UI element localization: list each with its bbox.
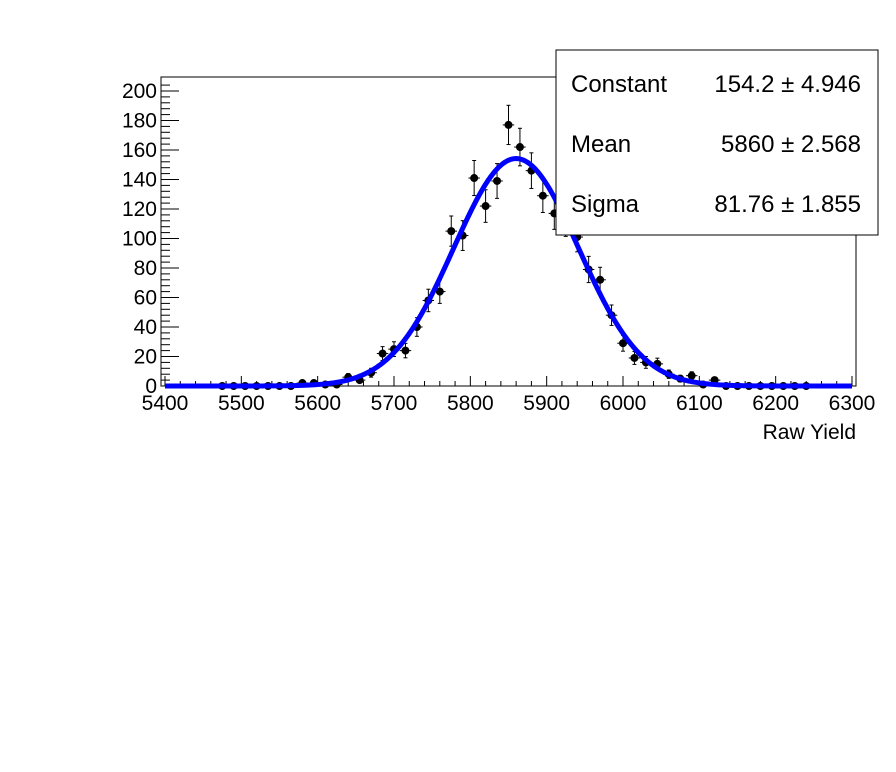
y-tick-label: 80 xyxy=(134,257,157,280)
y-tick-label: 200 xyxy=(122,80,157,103)
data-point xyxy=(479,189,492,223)
y-tick-label: 120 xyxy=(122,198,157,221)
x-tick-label: 6100 xyxy=(676,392,723,415)
y-tick-label: 140 xyxy=(122,169,157,192)
stats-label-constant: Constant xyxy=(571,71,667,98)
data-marker xyxy=(401,346,410,355)
stats-value-constant: 154.2 ± 4.946 xyxy=(714,71,861,98)
stats-box: Constant 154.2 ± 4.946 Mean 5860 ± 2.568… xyxy=(555,49,879,236)
y-tick-label: 60 xyxy=(134,287,157,310)
y-tick-label: 160 xyxy=(122,139,157,162)
data-marker xyxy=(619,339,627,348)
x-tick-label: 6300 xyxy=(829,392,876,415)
y-tick-label: 180 xyxy=(122,110,157,133)
data-marker xyxy=(378,349,387,358)
y-tick-label: 100 xyxy=(122,228,157,251)
data-point xyxy=(685,371,698,381)
data-marker xyxy=(504,120,513,129)
stats-label-mean: Mean xyxy=(571,131,631,158)
data-marker xyxy=(470,174,479,183)
data-marker xyxy=(515,143,524,152)
stats-label-sigma: Sigma xyxy=(571,191,640,218)
data-point xyxy=(594,266,606,293)
data-marker xyxy=(687,371,696,380)
data-marker xyxy=(493,176,502,185)
data-point xyxy=(502,104,515,146)
x-tick-label: 5600 xyxy=(294,392,341,415)
x-tick-label: 6000 xyxy=(600,392,647,415)
stats-value-mean: 5860 ± 2.568 xyxy=(721,131,861,158)
data-point xyxy=(445,215,457,247)
stats-value-sigma: 81.76 ± 1.855 xyxy=(714,191,861,218)
x-tick-label: 5700 xyxy=(371,392,418,415)
y-tick-label: 0 xyxy=(145,375,157,398)
data-point xyxy=(468,160,480,197)
x-tick-label: 5800 xyxy=(447,392,494,415)
data-marker xyxy=(435,287,444,296)
data-marker xyxy=(481,202,490,211)
data-marker xyxy=(538,191,547,200)
data-marker xyxy=(596,275,605,284)
data-marker xyxy=(630,353,639,362)
y-tick-label: 40 xyxy=(134,316,157,339)
stats-box-frame xyxy=(555,49,879,236)
x-axis-title: Raw Yield xyxy=(763,421,856,444)
axes: 5400 5500 5600 5700 5800 5900 6000 6100 6200 6300… xyxy=(122,80,875,415)
x-tick-label: 5500 xyxy=(218,392,265,415)
x-tick-label: 5400 xyxy=(142,392,189,415)
x-tick-label: 5900 xyxy=(523,392,570,415)
y-tick-label: 20 xyxy=(134,346,157,369)
x-tick-label: 6200 xyxy=(752,392,799,415)
gaussian-fit-curve xyxy=(164,156,853,389)
data-marker xyxy=(447,227,456,236)
